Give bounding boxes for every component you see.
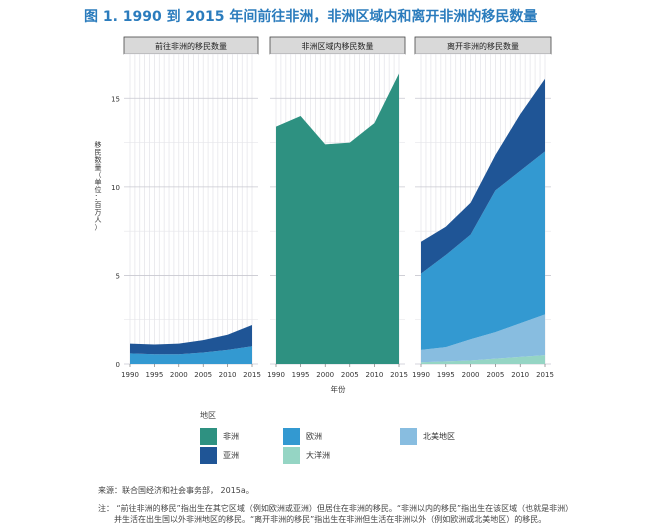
legend-swatch-north-america [400,428,417,445]
x-tick-label: 2015 [390,371,408,379]
legend-title: 地区 [200,411,216,420]
y-tick-label: 15 [111,95,120,103]
x-tick-label: 2000 [316,371,334,379]
legend-label-oceania: 大洋洲 [306,451,330,460]
y-axis-label-char: 民 [95,149,102,157]
x-tick-label: 2005 [341,371,359,379]
x-tick-label: 1990 [412,371,430,379]
legend-item-north-america: 北美地区 [400,428,455,445]
panel-title-2: 非洲区域内移民数量 [302,41,374,51]
panel-title-3: 离开非洲的移民数量 [447,41,519,51]
figure-title: 图 1. 1990 到 2015 年间前往非洲，非洲区域内和离开非洲的移民数量 [84,9,538,25]
legend-swatch-europe [283,428,300,445]
y-axis-label-char: 百 [95,201,102,209]
area-panel1-asia [130,325,252,355]
legend-item-asia: 亚洲 [200,447,239,464]
y-axis-label-char: 量 [95,164,102,172]
legend-swatch-africa [200,428,217,445]
x-tick-label: 2005 [194,371,212,379]
legend-swatch-oceania [283,447,300,464]
x-axis-label: 年份 [331,384,346,394]
panel-title-1: 前往非洲的移民数量 [155,41,227,51]
legend-label-africa: 非洲 [223,432,239,441]
area-panel1-europe [130,346,252,364]
area-panel2-africa [276,73,399,364]
legend-label-europe: 欧洲 [306,432,322,441]
area-panel3-oceania [421,355,545,364]
y-axis-label-char: ： [95,194,102,202]
footnote-line-1: 注： “前往非洲的移民”指出生在其它区域（例如欧洲或亚洲）但居住在非洲的移民。“… [98,504,574,513]
y-axis-label-char: 位 [95,185,102,194]
area-panel3-europe [421,151,545,350]
legend-item-oceania: 大洋洲 [283,447,330,464]
y-axis-label-char: 单 [95,178,102,187]
x-tick-label: 2010 [365,371,383,379]
x-tick-label: 2000 [170,371,188,379]
x-tick-label: 2005 [486,371,504,379]
x-tick-label: 1995 [292,371,310,379]
legend-swatch-asia [200,447,217,464]
legend-label-north-america: 北美地区 [423,432,455,441]
x-tick-label: 2000 [462,371,480,379]
legend-item-africa: 非洲 [200,428,239,445]
panel-plot-area-1 [124,54,258,364]
x-tick-label: 1995 [437,371,455,379]
area-panel3-asia [421,78,545,274]
y-axis-label-char: 万 [95,209,102,217]
x-tick-label: 1995 [145,371,163,379]
y-tick-label: 10 [111,184,120,192]
y-axis-label-char: （ [95,171,102,179]
legend-item-europe: 欧洲 [283,428,322,445]
x-tick-label: 1990 [267,371,285,379]
x-tick-label: 2015 [536,371,554,379]
y-axis-label-char: 移 [95,140,102,149]
y-tick-label: 5 [116,272,120,280]
y-tick-label: 0 [116,361,120,369]
footnote-line-2: 并生活在出生国以外非洲地区的移民。“离开非洲的移民”指出生在非洲但生活在非洲以外… [114,515,547,524]
x-tick-label: 1990 [121,371,139,379]
source-note: 来源：联合国经济和社会事务部， 2015a。 [98,486,254,495]
x-tick-label: 2015 [243,371,261,379]
x-tick-label: 2010 [219,371,237,379]
y-axis-label-char: ） [95,224,102,232]
y-axis-label-char: 数 [95,155,102,164]
y-axis-label-char: 人 [95,216,102,224]
area-panel3-north-america [421,314,545,363]
legend-label-asia: 亚洲 [223,451,239,460]
x-tick-label: 2010 [511,371,529,379]
